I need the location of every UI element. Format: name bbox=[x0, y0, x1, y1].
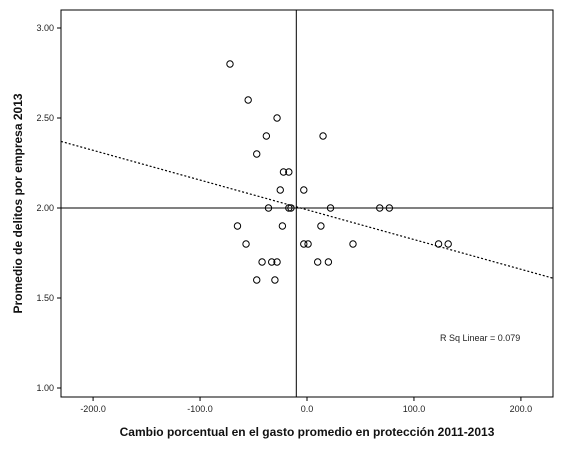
data-point bbox=[324, 258, 333, 266]
data-point bbox=[285, 168, 293, 176]
data-point bbox=[233, 222, 242, 230]
x-tick-label: 100.0 bbox=[403, 404, 426, 414]
x-tick-label: 0.0 bbox=[301, 404, 314, 414]
data-point bbox=[279, 168, 288, 176]
data-point bbox=[385, 204, 394, 212]
data-point bbox=[253, 150, 261, 158]
data-point bbox=[444, 240, 452, 248]
data-point bbox=[273, 258, 281, 266]
y-tick-label: 1.00 bbox=[36, 383, 54, 393]
data-point bbox=[268, 258, 276, 266]
data-point bbox=[242, 240, 250, 248]
plot-area bbox=[60, 9, 554, 398]
data-point bbox=[278, 222, 287, 230]
x-axis-title: Cambio porcentual en el gasto promedio e… bbox=[120, 425, 495, 439]
y-tick-label: 2.00 bbox=[36, 203, 54, 213]
data-point bbox=[244, 96, 252, 104]
x-tick-label: -200.0 bbox=[80, 404, 106, 414]
y-axis-title: Promedio de delitos por empresa 2013 bbox=[11, 93, 25, 313]
x-tick-label: 200.0 bbox=[510, 404, 533, 414]
data-point bbox=[349, 240, 357, 248]
data-point bbox=[300, 240, 308, 248]
data-point bbox=[326, 204, 335, 212]
r-squared-annotation: R Sq Linear = 0.079 bbox=[440, 333, 520, 343]
data-point bbox=[271, 276, 279, 284]
x-tick-label: -100.0 bbox=[187, 404, 213, 414]
data-point bbox=[258, 258, 266, 266]
data-point bbox=[226, 60, 234, 68]
data-point bbox=[285, 204, 293, 212]
data-point bbox=[253, 276, 261, 284]
data-point bbox=[273, 114, 281, 122]
data-point bbox=[287, 204, 295, 212]
data-point bbox=[319, 132, 327, 140]
data-point bbox=[264, 204, 273, 212]
y-tick-label: 3.00 bbox=[36, 23, 54, 33]
data-point bbox=[313, 258, 322, 266]
y-tick-label: 1.50 bbox=[36, 293, 54, 303]
data-point bbox=[276, 186, 284, 194]
data-point bbox=[262, 132, 271, 140]
y-tick-label: 2.50 bbox=[36, 113, 54, 123]
linear-fit-line bbox=[60, 140, 554, 279]
data-point bbox=[304, 240, 312, 248]
data-point bbox=[300, 186, 308, 194]
data-point bbox=[317, 222, 325, 230]
data-point bbox=[434, 240, 443, 248]
data-point bbox=[376, 204, 384, 212]
